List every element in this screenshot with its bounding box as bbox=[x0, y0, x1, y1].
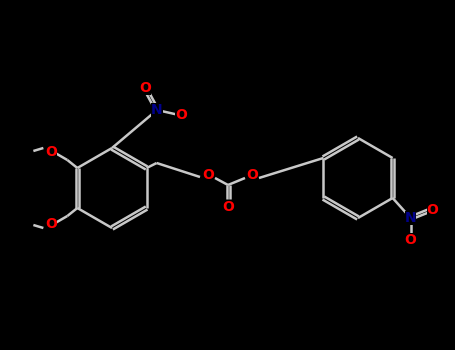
Text: O: O bbox=[46, 145, 57, 159]
Text: O: O bbox=[139, 81, 151, 95]
Text: N: N bbox=[151, 103, 163, 117]
Text: O: O bbox=[46, 217, 57, 231]
Text: N: N bbox=[405, 211, 416, 225]
Text: O: O bbox=[222, 200, 234, 214]
Text: O: O bbox=[246, 168, 258, 182]
Text: O: O bbox=[404, 233, 417, 247]
Text: O: O bbox=[427, 203, 439, 217]
Text: O: O bbox=[202, 168, 214, 182]
Text: O: O bbox=[175, 108, 187, 122]
